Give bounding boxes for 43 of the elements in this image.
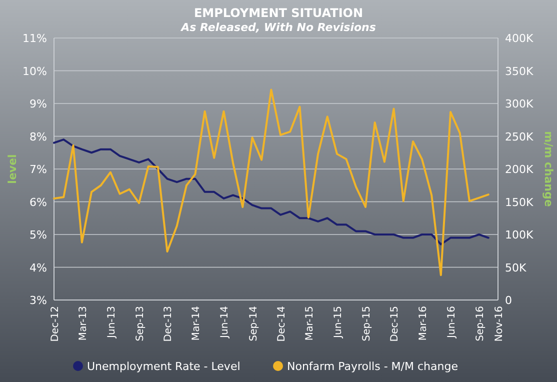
y-tick-label: 9% — [30, 98, 47, 110]
y-tick-label: 11% — [22, 32, 47, 45]
legend-label: Unemployment Rate - Level — [87, 360, 240, 373]
x-tick-label: Sep-15 — [362, 306, 373, 342]
x-tick-label: Mar-15 — [304, 306, 316, 341]
y2-tick-label: 200K — [505, 163, 534, 176]
x-tick-label: Dec-12 — [50, 306, 61, 342]
legend-label: Nonfarm Payrolls - M/M change — [287, 360, 458, 373]
x-tick-label: Mar-13 — [78, 306, 89, 341]
y-tick-label: 3% — [30, 294, 47, 307]
x-tick-label: Sep-13 — [135, 306, 146, 342]
x-tick-label: Jun-15 — [332, 306, 344, 339]
chart-subtitle: As Released, With No Revisions — [180, 21, 376, 34]
y2-tick-label: 50K — [505, 261, 527, 274]
line-series — [53, 138, 490, 246]
y-tick-label: 8% — [30, 130, 47, 144]
x-tick-label: Sep-16 — [475, 306, 486, 342]
x-tick-label: Jun-16 — [446, 306, 458, 339]
y-tick-label: 7% — [30, 163, 47, 176]
x-tick-label: Dec-15 — [390, 306, 401, 342]
y-axis-title: level — [6, 154, 19, 184]
y2-tick-label: 150K — [505, 196, 534, 209]
y2-tick-label: 250K — [505, 130, 534, 144]
x-tick-label: Mar-16 — [418, 306, 429, 341]
y2-tick-label: 100K — [505, 228, 534, 242]
y-tick-label: 6% — [30, 196, 47, 209]
x-tick-label: Mar-14 — [191, 306, 202, 341]
x-tick-label: Jun-14 — [220, 306, 231, 339]
x-tick-label: Dec-14 — [276, 306, 288, 342]
line-series — [53, 88, 490, 276]
x-tick-label: Sep-14 — [248, 306, 260, 342]
chart-title: EMPLOYMENT SITUATION — [194, 6, 364, 20]
y-tick-label: 10% — [22, 64, 47, 78]
y2-axis-title: m/m change — [542, 131, 555, 207]
y2-tick-label: 300K — [505, 98, 534, 110]
x-tick-label: Dec-13 — [163, 306, 174, 342]
y2-tick-label: 350K — [505, 64, 534, 78]
x-tick-label: Jun-13 — [106, 306, 118, 339]
y2-tick-label: 400K — [505, 32, 534, 45]
y-tick-label: 5% — [30, 228, 47, 242]
y2-tick-label: 0 — [505, 294, 512, 307]
x-tick-label: Nov-16 — [494, 306, 505, 342]
y-tick-label: 4% — [30, 261, 47, 274]
